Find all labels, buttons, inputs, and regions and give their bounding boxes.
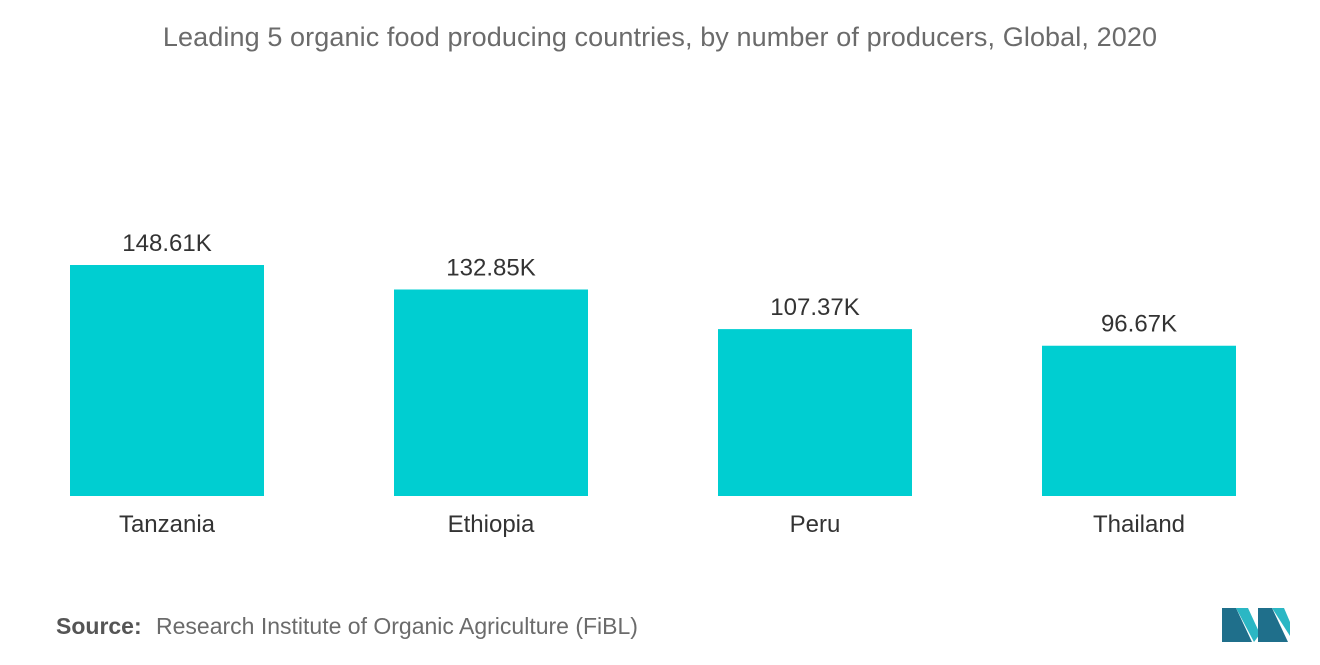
value-label-peru: 107.37K bbox=[770, 294, 859, 321]
category-label-ethiopia: Ethiopia bbox=[448, 511, 535, 538]
category-label-thailand: Thailand bbox=[1093, 511, 1185, 538]
bar-ethiopia bbox=[394, 289, 588, 496]
bar-tanzania bbox=[70, 265, 264, 496]
chart-title: Leading 5 organic food producing countri… bbox=[162, 22, 1158, 52]
bar-thailand bbox=[1042, 345, 1236, 496]
value-label-thailand: 96.67K bbox=[1101, 311, 1177, 338]
category-label-peru: Peru bbox=[790, 511, 841, 538]
bar-chart: 148.61K Tanzania 132.85K Ethiopia 107.37K Per… bbox=[70, 230, 1236, 538]
source-label: Source: bbox=[56, 613, 142, 639]
mordor-intelligence-logo-icon bbox=[1222, 608, 1290, 642]
value-label-ethiopia: 132.85K bbox=[446, 254, 535, 281]
value-label-tanzania: 148.61K bbox=[122, 230, 211, 257]
bar-peru bbox=[718, 329, 912, 496]
source-note: Source: Research Institute of Organic Ag… bbox=[56, 613, 638, 640]
source-text: Research Institute of Organic Agricultur… bbox=[156, 613, 638, 639]
category-label-tanzania: Tanzania bbox=[119, 511, 216, 538]
